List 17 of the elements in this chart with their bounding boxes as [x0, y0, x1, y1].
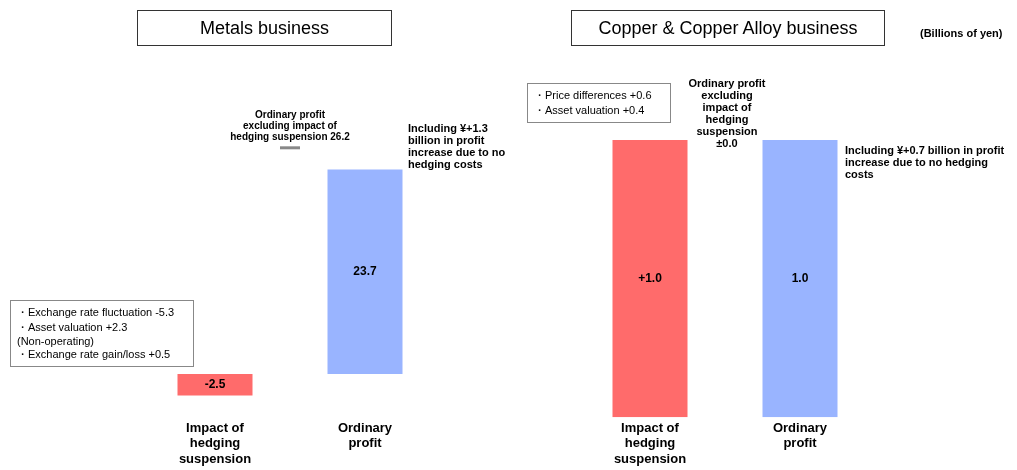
ref-line-label: Ordinary profit excluding impact of hedging suspension 26.2: [230, 108, 351, 142]
data-label: 23.7: [353, 264, 377, 279]
annotation: Ordinary profit excluding impact of hedging suspension ±0.0: [687, 77, 767, 149]
text: ・Price differences +0.6 ・Asset valuation +0.4: [527, 83, 671, 123]
annotation: ・Exchange rate fluctuation -5.3 ・Asset valuation +2.3 (Non-operating) ・Exchange rate gain/loss +0.5: [10, 300, 194, 367]
x-tick-label: Ordinary profit: [337, 419, 393, 451]
data-label: 1.0: [791, 270, 809, 285]
annotation: Including ¥+0.7 billion in profit increase due to no hedging costs: [845, 144, 1006, 180]
annotation: Including ¥+1.3 billion in profit increase due to no hedging costs: [408, 122, 507, 170]
x-tick-label: Impact of hedging suspension: [178, 419, 252, 466]
data-label: +1.0: [638, 270, 663, 285]
chart-title: Metals business: [137, 10, 392, 46]
data-label: -2.5: [204, 377, 226, 392]
x-tick-label: Impact of hedging suspension: [613, 419, 687, 466]
chart-title: Copper & Copper Alloy business: [571, 10, 885, 46]
x-tick-label: Ordinary profit: [772, 419, 828, 451]
text: (Billions of yen): [920, 27, 1004, 39]
